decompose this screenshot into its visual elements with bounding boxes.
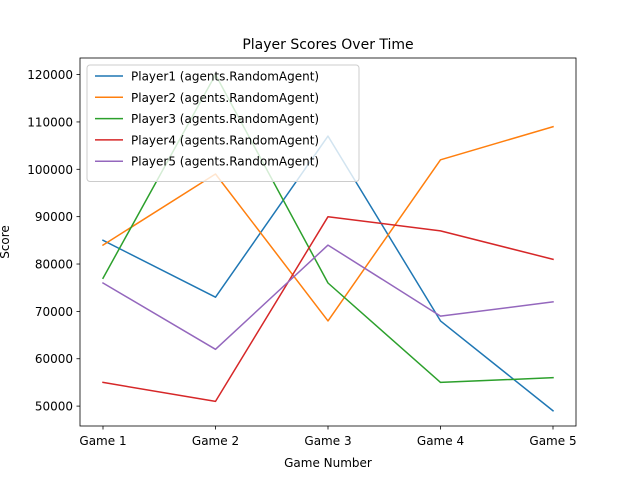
x-axis: Game 1 Game 2 Game 3 Game 4 Game 5 (79, 426, 576, 448)
y-tick-label: 100000 (27, 163, 73, 177)
legend: Player1 (agents.RandomAgent) Player2 (age… (87, 65, 359, 182)
x-tick-label: Game 2 (192, 434, 239, 448)
y-tick-label: 120000 (27, 68, 73, 82)
legend-label-3: Player3 (agents.RandomAgent) (131, 112, 319, 126)
y-tick-label: 90000 (35, 210, 73, 224)
x-axis-label: Game Number (284, 456, 372, 470)
legend-label-1: Player1 (agents.RandomAgent) (131, 70, 319, 84)
series-line-5 (103, 245, 553, 349)
y-tick-label: 60000 (35, 352, 73, 366)
y-tick-label: 80000 (35, 258, 73, 272)
legend-label-2: Player2 (agents.RandomAgent) (131, 91, 319, 105)
legend-label-4: Player4 (agents.RandomAgent) (131, 133, 319, 147)
x-tick-label: Game 3 (304, 434, 351, 448)
y-tick-label: 70000 (35, 305, 73, 319)
legend-label-5: Player5 (agents.RandomAgent) (131, 155, 319, 169)
y-tick-label: 110000 (27, 115, 73, 129)
chart-title: Player Scores Over Time (242, 37, 413, 53)
y-tick-label: 50000 (35, 400, 73, 414)
y-axis-label: Score (0, 225, 12, 259)
x-tick-label: Game 4 (417, 434, 464, 448)
x-tick-label: Game 5 (529, 434, 576, 448)
y-axis: 50000 60000 70000 80000 90000 100000 110000 120… (27, 68, 80, 414)
x-tick-label: Game 1 (79, 434, 126, 448)
